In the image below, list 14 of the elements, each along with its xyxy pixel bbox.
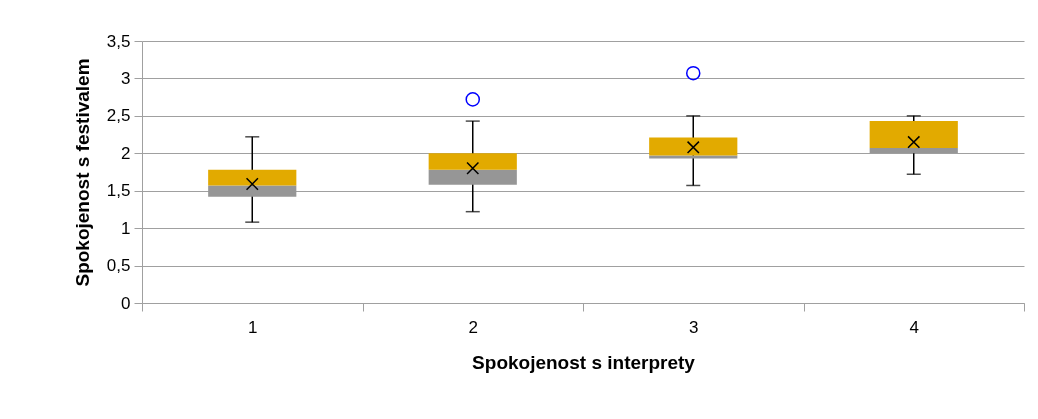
- y-tick-label: 1: [121, 218, 131, 238]
- x-tick-label: 3: [689, 317, 699, 337]
- y-tick-label: 2,5: [106, 106, 131, 126]
- y-tick-label: 3: [121, 68, 131, 88]
- x-axis-title: Spokojenost s interprety: [472, 351, 696, 373]
- x-tick-label: 1: [248, 317, 258, 337]
- y-tick-label: 3,5: [106, 31, 131, 51]
- y-tick-label: 0: [121, 293, 131, 313]
- y-tick-label: 1,5: [106, 181, 131, 201]
- x-tick-label: 2: [468, 317, 478, 337]
- y-axis-title: Spokojenost s festivalem: [71, 58, 93, 287]
- y-tick-label: 0,5: [106, 256, 131, 276]
- x-tick-label: 4: [909, 317, 919, 337]
- y-tick-label: 2: [121, 143, 131, 163]
